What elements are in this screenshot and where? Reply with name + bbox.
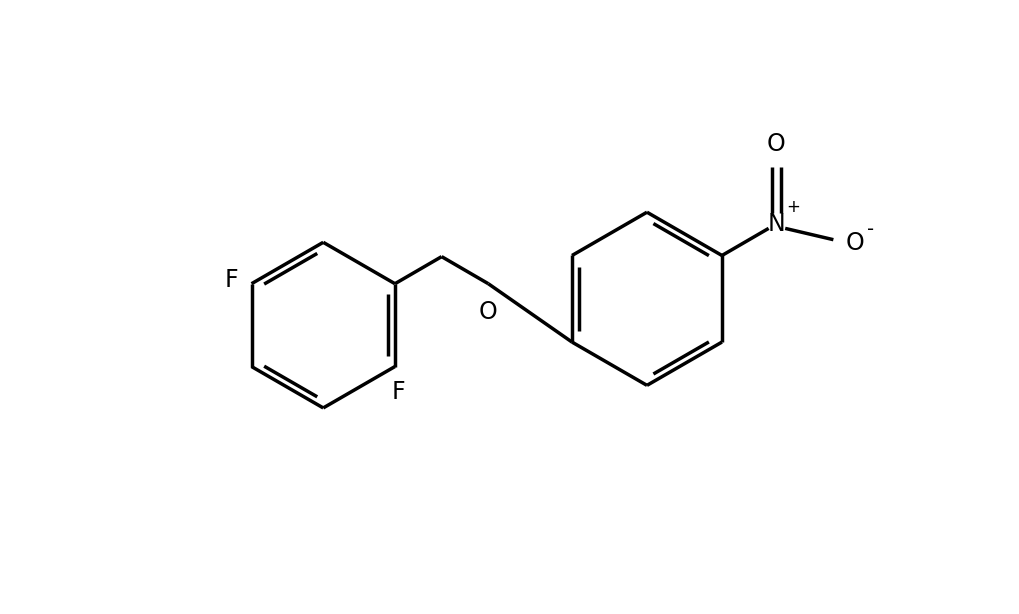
Text: +: + [785, 198, 799, 216]
Text: O: O [479, 300, 497, 324]
Text: F: F [224, 268, 237, 292]
Text: N: N [766, 212, 785, 236]
Text: -: - [866, 220, 873, 239]
Text: F: F [391, 380, 406, 404]
Text: O: O [845, 231, 863, 255]
Text: O: O [766, 132, 785, 156]
